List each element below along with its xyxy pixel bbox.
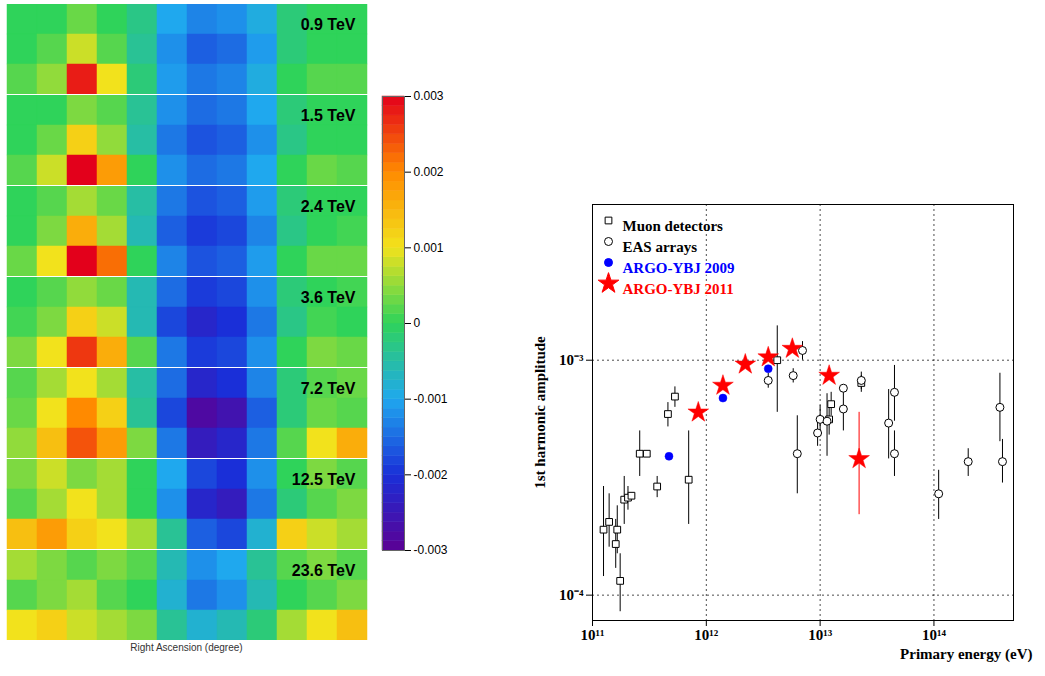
- svg-text:-0.001: -0.001: [414, 392, 448, 406]
- svg-text:2.4 TeV: 2.4 TeV: [301, 198, 356, 215]
- svg-text:3.6 TeV: 3.6 TeV: [301, 289, 356, 306]
- svg-text:10¹³: 10¹³: [808, 627, 832, 643]
- svg-text:10¹²: 10¹²: [694, 627, 718, 643]
- svg-text:0.002: 0.002: [414, 165, 444, 179]
- html-text:Right Ascension (degree): Right Ascension (degree): [130, 642, 243, 653]
- svg-text:0.9 TeV: 0.9 TeV: [301, 16, 356, 33]
- svg-text:0.003: 0.003: [414, 89, 444, 103]
- svg-text:12.5 TeV: 12.5 TeV: [292, 471, 356, 488]
- svg-text:10⁻⁴: 10⁻⁴: [559, 587, 584, 603]
- svg-text:7.2 TeV: 7.2 TeV: [301, 380, 356, 397]
- svg-text:1.5 TeV: 1.5 TeV: [301, 107, 356, 124]
- svg-text:EAS arrays: EAS arrays: [623, 239, 698, 255]
- svg-text:1st harmonic amplitude: 1st harmonic amplitude: [532, 336, 548, 489]
- svg-text:10¹⁴: 10¹⁴: [922, 627, 946, 643]
- svg-text:23.6 TeV: 23.6 TeV: [292, 562, 356, 579]
- svg-text:ARGO-YBJ 2011: ARGO-YBJ 2011: [623, 281, 734, 297]
- svg-text:10⁻³: 10⁻³: [559, 352, 584, 368]
- svg-text:0: 0: [414, 316, 421, 330]
- svg-text:10¹¹: 10¹¹: [581, 627, 605, 643]
- svg-text:-0.003: -0.003: [414, 543, 448, 557]
- svg-text:0.001: 0.001: [414, 241, 444, 255]
- svg-text:Primary energy (eV): Primary energy (eV): [900, 646, 1032, 663]
- svg-text:Muon detectors: Muon detectors: [623, 218, 724, 234]
- svg-text:ARGO-YBJ 2009: ARGO-YBJ 2009: [623, 260, 735, 276]
- svg-text:-0.002: -0.002: [414, 468, 448, 482]
